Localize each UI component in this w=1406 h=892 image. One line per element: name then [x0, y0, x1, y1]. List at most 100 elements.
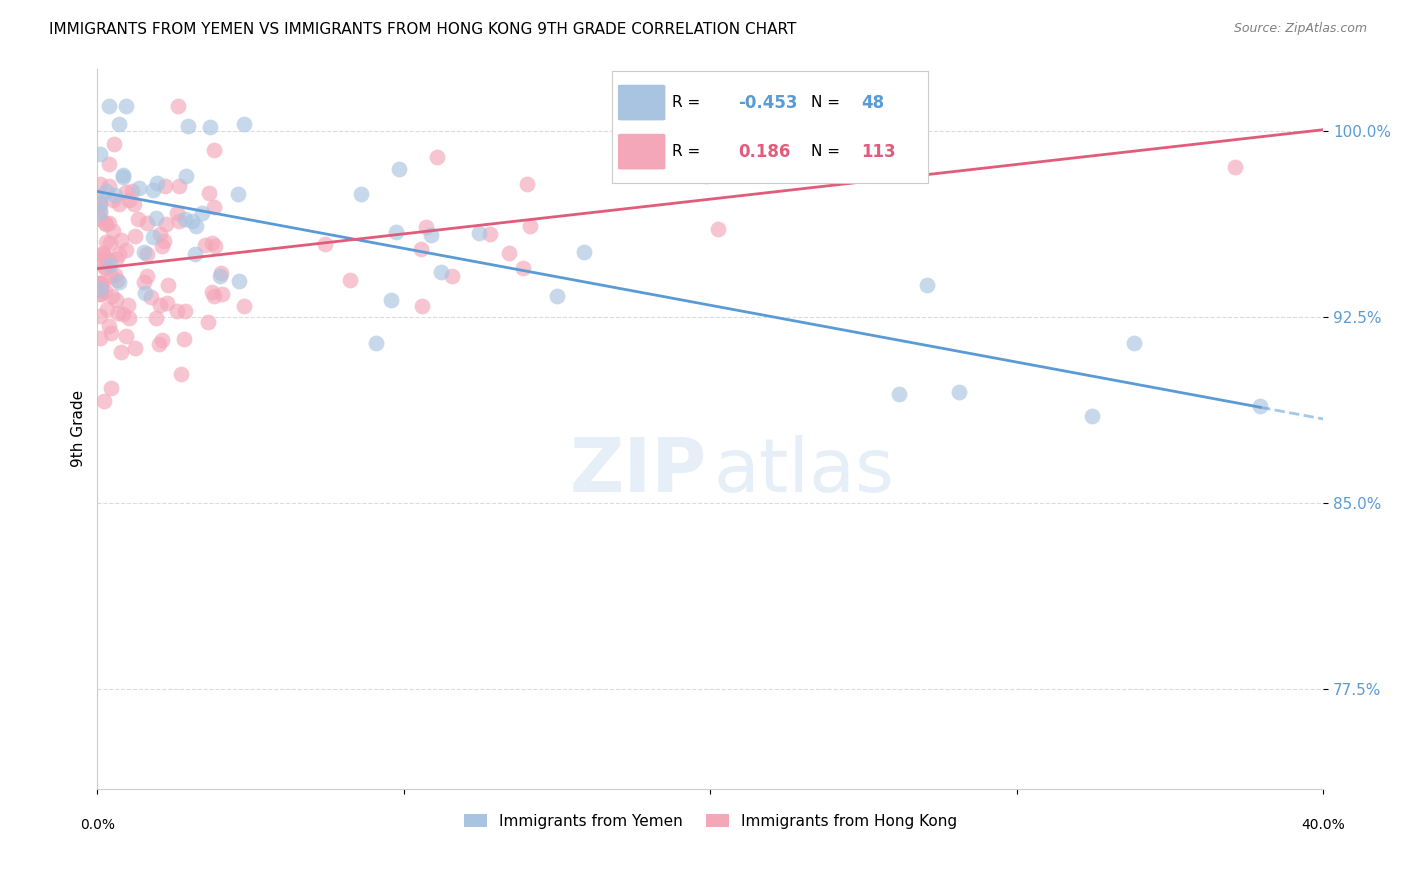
Point	[409, 242, 432, 256]
Point	[478, 227, 501, 241]
Point	[89, 255, 111, 269]
Point	[97, 216, 120, 230]
Point	[107, 306, 129, 320]
Point	[146, 177, 169, 191]
Text: 113: 113	[862, 143, 896, 161]
Point	[93, 394, 115, 409]
Point	[124, 228, 146, 243]
Text: ZIP: ZIP	[569, 435, 707, 508]
Point	[141, 290, 163, 304]
Point	[89, 202, 111, 217]
Point	[166, 99, 188, 113]
Point	[202, 143, 225, 157]
Point	[1081, 409, 1104, 423]
Point	[89, 331, 111, 345]
Point	[174, 169, 197, 184]
Point	[385, 225, 408, 239]
Point	[114, 185, 136, 199]
Point	[156, 277, 179, 292]
Point	[194, 237, 217, 252]
Point	[512, 260, 534, 275]
Point	[441, 269, 464, 284]
Point	[145, 310, 167, 325]
Point	[498, 246, 520, 260]
Point	[117, 298, 139, 312]
Point	[105, 273, 128, 287]
Point	[204, 239, 226, 253]
Point	[156, 296, 179, 310]
Text: R =: R =	[672, 95, 704, 110]
Point	[364, 335, 387, 350]
Point	[89, 196, 111, 211]
Point	[136, 247, 159, 261]
Point	[228, 274, 250, 288]
Point	[101, 193, 124, 207]
Point	[467, 226, 489, 240]
Point	[89, 194, 111, 209]
Point	[169, 179, 191, 194]
Point	[349, 186, 371, 201]
Point	[232, 299, 254, 313]
Point	[134, 285, 156, 300]
Point	[100, 326, 122, 340]
Point	[420, 228, 443, 243]
Point	[167, 214, 190, 228]
Point	[89, 309, 111, 323]
FancyBboxPatch shape	[619, 85, 665, 120]
Point	[226, 187, 249, 202]
Point	[855, 99, 877, 113]
Point	[209, 266, 232, 280]
Point	[97, 252, 120, 267]
Legend: Immigrants from Yemen, Immigrants from Hong Kong: Immigrants from Yemen, Immigrants from H…	[458, 807, 963, 835]
Point	[177, 119, 200, 133]
Point	[108, 117, 131, 131]
Point	[105, 293, 128, 307]
Point	[89, 277, 111, 291]
Point	[112, 307, 135, 321]
Point	[153, 178, 176, 193]
Text: N =: N =	[811, 95, 845, 110]
Point	[198, 120, 221, 135]
Point	[98, 258, 121, 272]
Point	[90, 278, 112, 293]
Point	[388, 161, 411, 176]
Text: IMMIGRANTS FROM YEMEN VS IMMIGRANTS FROM HONG KONG 9TH GRADE CORRELATION CHART: IMMIGRANTS FROM YEMEN VS IMMIGRANTS FROM…	[49, 22, 797, 37]
Point	[122, 197, 145, 211]
Point	[150, 239, 173, 253]
Point	[166, 304, 188, 318]
Point	[89, 286, 111, 301]
Point	[114, 244, 136, 258]
Point	[90, 286, 112, 301]
Point	[90, 276, 112, 290]
Point	[707, 222, 730, 236]
Point	[108, 197, 131, 211]
Point	[211, 287, 233, 301]
Text: atlas: atlas	[714, 435, 896, 508]
Point	[132, 275, 155, 289]
Point	[115, 329, 138, 343]
Point	[103, 136, 125, 151]
Point	[104, 252, 127, 267]
Point	[149, 227, 172, 241]
Point	[155, 217, 177, 231]
Point	[110, 233, 132, 247]
Text: 48: 48	[862, 94, 884, 112]
Point	[97, 179, 120, 194]
Y-axis label: 9th Grade: 9th Grade	[72, 390, 86, 467]
Point	[166, 206, 188, 220]
Point	[110, 345, 132, 359]
Point	[136, 216, 159, 230]
Point	[103, 268, 125, 282]
Point	[96, 184, 118, 198]
Point	[89, 146, 111, 161]
Text: Source: ZipAtlas.com: Source: ZipAtlas.com	[1233, 22, 1367, 36]
Point	[917, 277, 939, 292]
Point	[411, 300, 433, 314]
Point	[134, 244, 156, 259]
Point	[118, 310, 141, 325]
Point	[153, 234, 176, 248]
Point	[173, 332, 195, 346]
Text: R =: R =	[672, 145, 704, 159]
Point	[173, 303, 195, 318]
Text: 0.186: 0.186	[738, 143, 790, 161]
